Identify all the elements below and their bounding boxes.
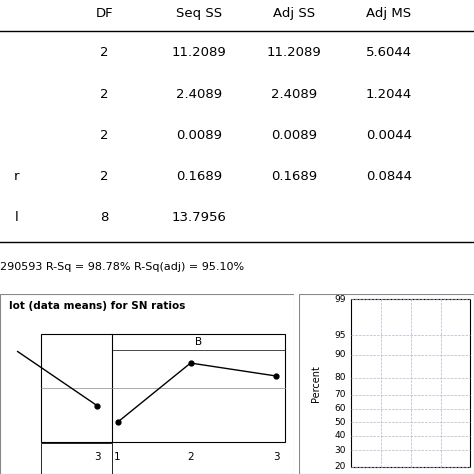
Text: 0.0089: 0.0089 — [176, 128, 222, 142]
Text: 40: 40 — [335, 431, 346, 440]
Text: 0.0044: 0.0044 — [365, 128, 412, 142]
Bar — [351, 299, 471, 467]
Text: 0.1689: 0.1689 — [271, 170, 317, 183]
Text: Adj MS: Adj MS — [366, 7, 411, 20]
Text: 90: 90 — [335, 350, 346, 359]
Text: 11.2089: 11.2089 — [172, 46, 227, 59]
Text: r: r — [13, 170, 19, 183]
Bar — [41, 334, 285, 442]
Text: lot (data means) for SN ratios: lot (data means) for SN ratios — [9, 301, 185, 311]
Text: 2: 2 — [100, 170, 109, 183]
Text: 20: 20 — [335, 462, 346, 471]
Text: 1.2044: 1.2044 — [365, 88, 412, 100]
Text: 2: 2 — [100, 88, 109, 100]
Text: Adj SS: Adj SS — [273, 7, 315, 20]
Text: 0.0089: 0.0089 — [271, 128, 317, 142]
Text: 3: 3 — [94, 452, 100, 462]
Text: DF: DF — [95, 7, 113, 20]
Text: 30: 30 — [335, 446, 346, 455]
Text: 1: 1 — [114, 452, 121, 462]
Text: 70: 70 — [335, 390, 346, 399]
Text: 0.1689: 0.1689 — [176, 170, 222, 183]
Text: 2.4089: 2.4089 — [176, 88, 222, 100]
Text: 60: 60 — [335, 404, 346, 413]
Text: Percent: Percent — [311, 365, 321, 402]
Text: 290593 R-Sq = 98.78% R-Sq(adj) = 95.10%: 290593 R-Sq = 98.78% R-Sq(adj) = 95.10% — [0, 263, 244, 273]
Text: 5.6044: 5.6044 — [365, 46, 412, 59]
Text: l: l — [15, 211, 19, 224]
Text: 3: 3 — [273, 452, 280, 462]
Text: 0.0844: 0.0844 — [365, 170, 412, 183]
Text: 11.2089: 11.2089 — [266, 46, 321, 59]
Text: 8: 8 — [100, 211, 109, 224]
Text: 99: 99 — [335, 295, 346, 304]
Text: 2: 2 — [100, 128, 109, 142]
Bar — [41, 443, 112, 474]
Text: 80: 80 — [335, 374, 346, 383]
Text: 2.4089: 2.4089 — [271, 88, 317, 100]
Text: 2: 2 — [100, 46, 109, 59]
Text: 95: 95 — [335, 331, 346, 340]
Text: 2: 2 — [187, 452, 194, 462]
Text: B: B — [195, 337, 202, 346]
Text: 13.7956: 13.7956 — [172, 211, 227, 224]
Text: Seq SS: Seq SS — [176, 7, 222, 20]
Text: 50: 50 — [335, 418, 346, 427]
